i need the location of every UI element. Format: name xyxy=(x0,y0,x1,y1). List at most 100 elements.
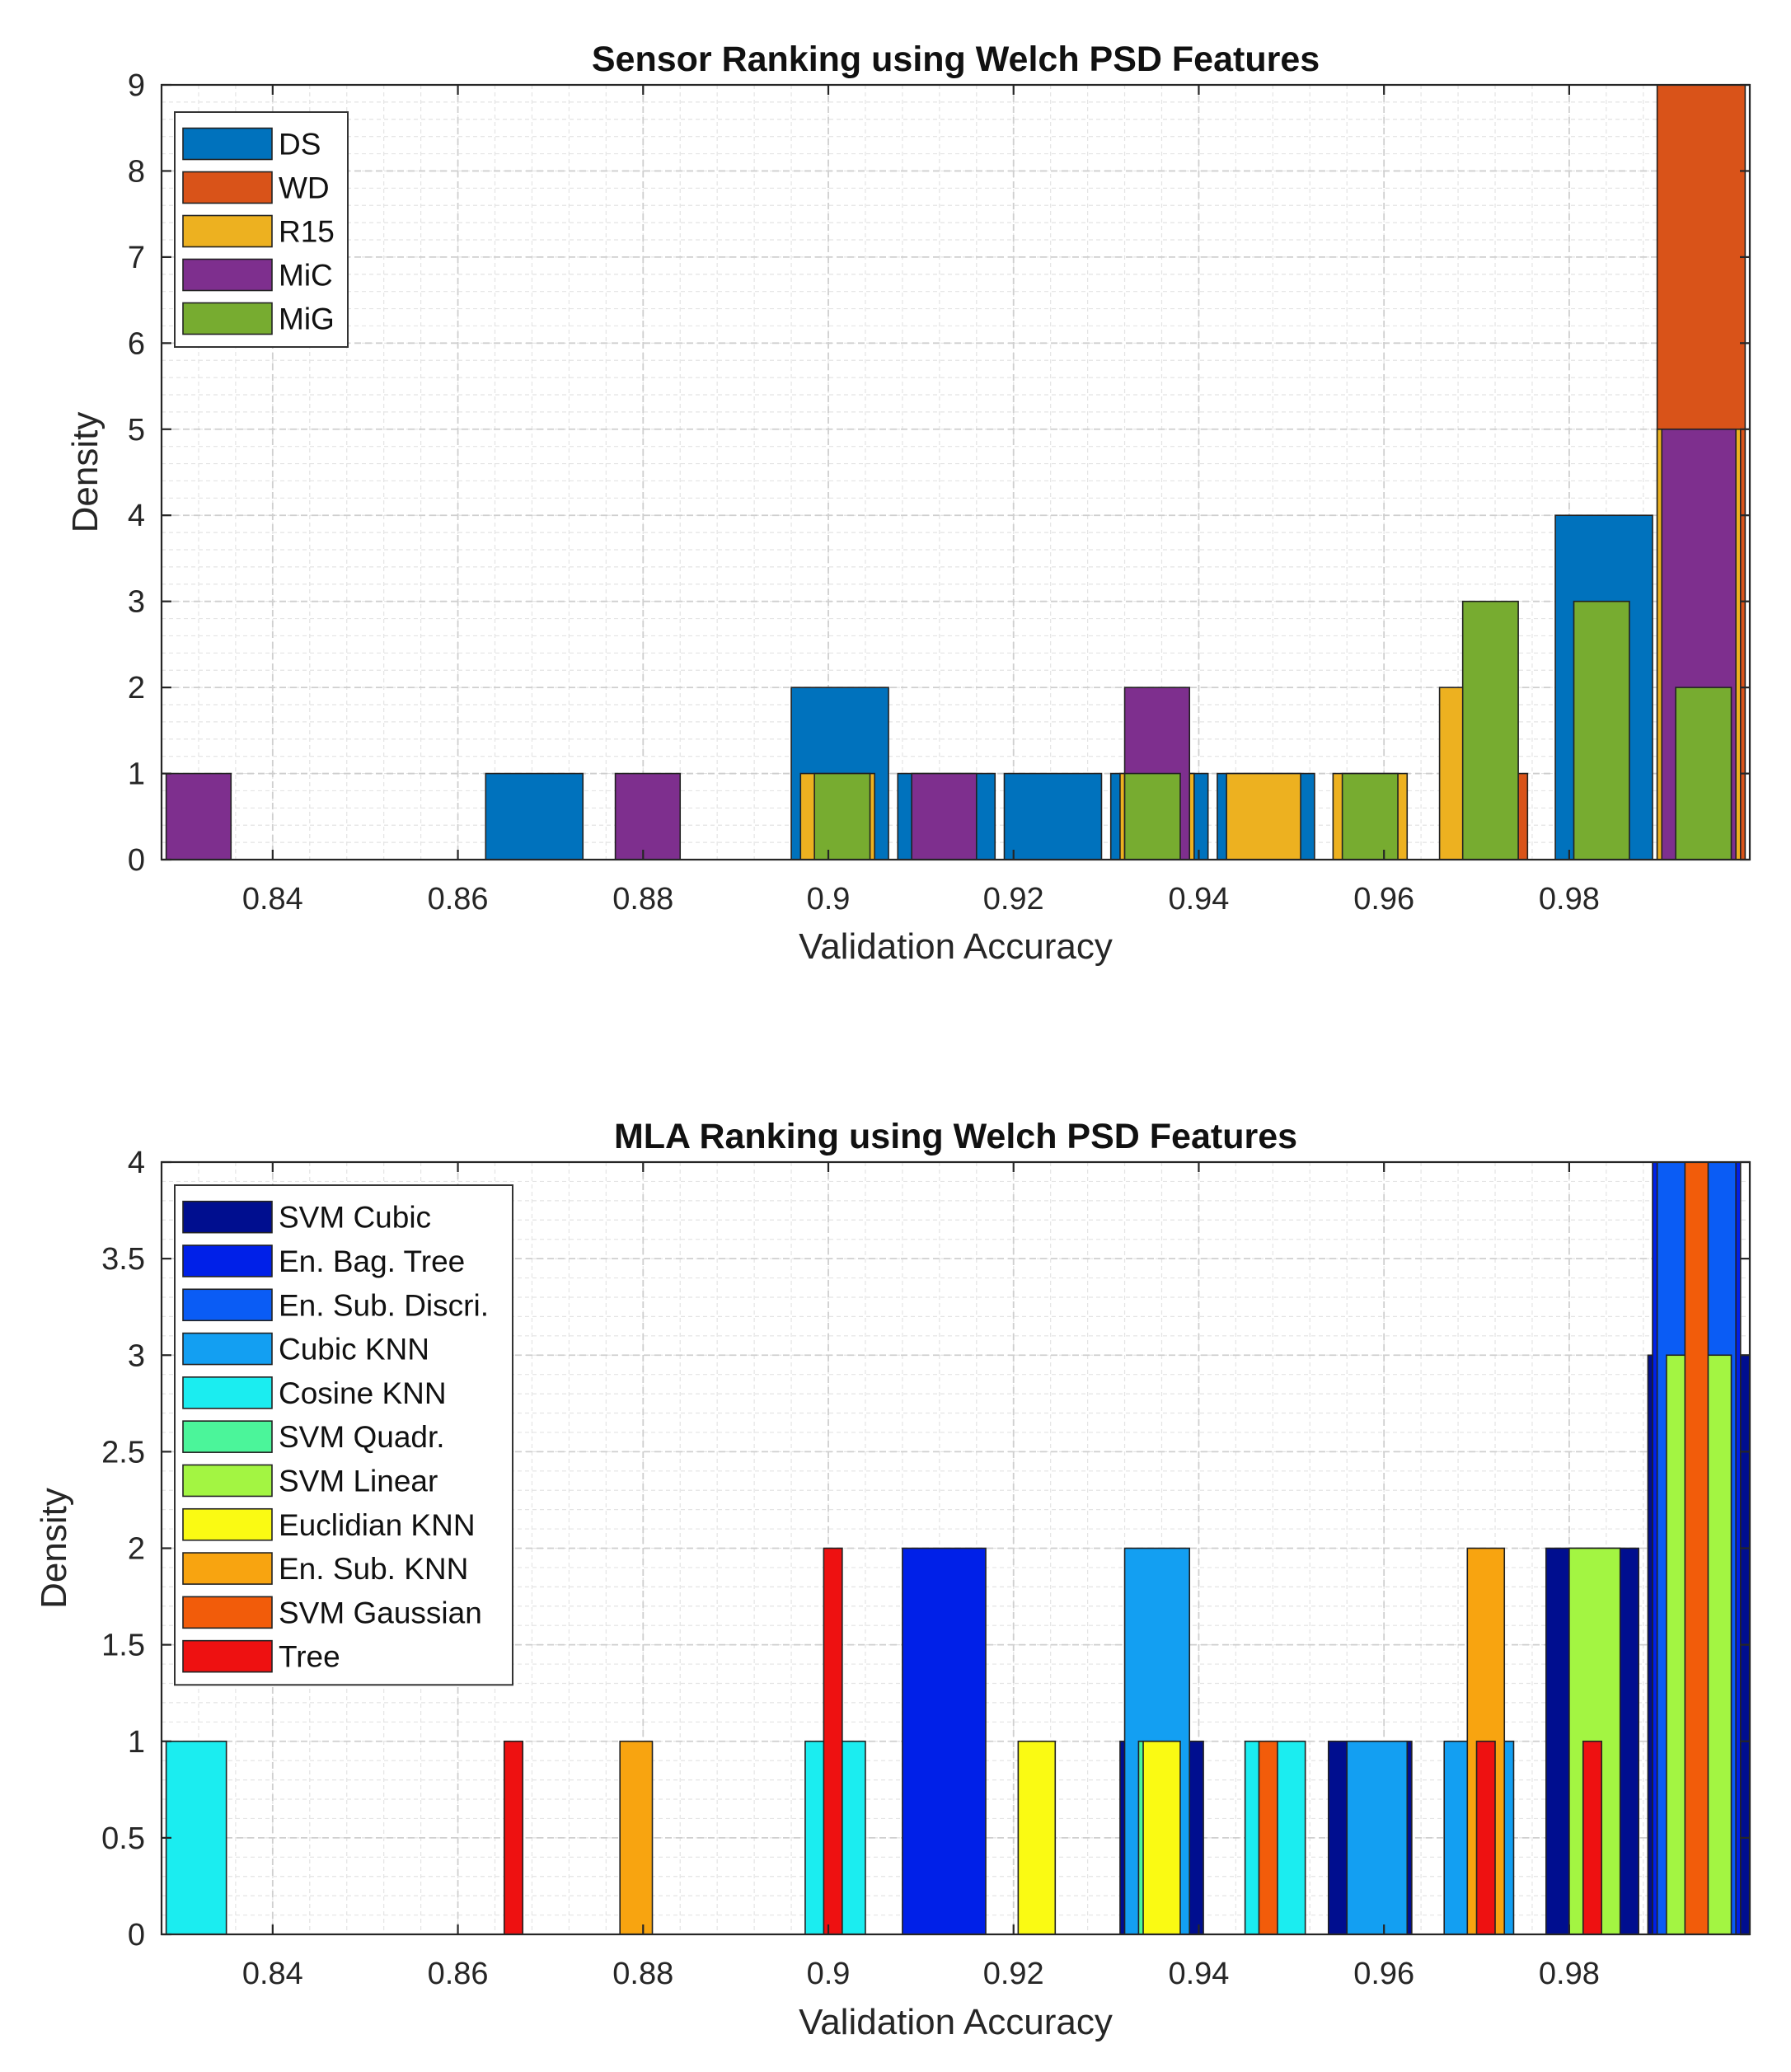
x-tick-label: 0.98 xyxy=(1539,1957,1600,1991)
sensor-legend-item-ds: DS xyxy=(182,127,321,162)
mla-legend-item-svm-gaussian: SVM Gaussian xyxy=(182,1596,482,1629)
mla-legend-label: En. Sub. KNN xyxy=(279,1552,468,1586)
sensor-bar-r15 xyxy=(1226,772,1301,860)
sensor-series-mig xyxy=(813,600,1732,860)
mla-legend-swatch xyxy=(182,1552,273,1585)
sensor-legend-item-wd: WD xyxy=(182,171,330,205)
mla-legend-label: En. Sub. Discri. xyxy=(279,1288,489,1322)
y-tick-label: 5 xyxy=(128,413,145,448)
sensor-legend-swatch xyxy=(182,214,273,248)
mla-legend-swatch xyxy=(182,1200,273,1234)
mla-bar-euclidian-knn xyxy=(1017,1740,1057,1935)
x-tick-label: 0.92 xyxy=(983,1957,1044,1991)
mla-bar-svm-gaussian xyxy=(1258,1740,1278,1935)
sensor-bar-mic xyxy=(614,772,682,860)
mla-legend-swatch xyxy=(182,1639,273,1673)
mla-legend-label: Cosine KNN xyxy=(279,1376,447,1410)
mla-ticks: 0.84 0.86 0.88 0.9 0.92 0.94 0.96 0.98 0 0.5 1 1.5 2… xyxy=(101,1146,1750,1991)
mla-x-axis-label: Validation Accuracy xyxy=(799,2002,1113,2042)
mla-legend-label: Euclidian KNN xyxy=(279,1508,476,1542)
sensor-x-axis-label: Validation Accuracy xyxy=(799,926,1113,967)
sensor-ranking-chart: 0.84 0.86 0.88 0.9 0.92 0.94 0.96 0.98 0 1 2 3 4 5 6 7 8… xyxy=(65,40,1751,967)
mla-bar-cubic-knn xyxy=(1346,1740,1409,1935)
sensor-legend-label: MiC xyxy=(279,259,333,293)
y-tick-label: 3.5 xyxy=(101,1242,145,1277)
sensor-bars xyxy=(165,84,1746,860)
mla-bar-cosine-knn xyxy=(165,1740,227,1935)
x-tick-label: 0.92 xyxy=(983,882,1044,916)
mla-legend-label: SVM Linear xyxy=(279,1464,438,1498)
sensor-bar-ds xyxy=(1003,772,1103,860)
mla-bar-tree xyxy=(823,1547,843,1935)
mla-legend: SVM Cubic En. Bag. Tree En. Sub. Discri. Cu… xyxy=(174,1184,513,1686)
mla-legend-item-svm-linear: SVM Linear xyxy=(182,1464,438,1498)
mla-legend-item-en-sub-knn: En. Sub. KNN xyxy=(182,1552,468,1586)
sensor-bar-mig xyxy=(1461,600,1519,860)
mla-legend-label: SVM Gaussian xyxy=(279,1596,482,1629)
sensor-legend-swatch xyxy=(182,171,273,204)
mla-bar-en-bag-tree xyxy=(902,1547,987,1935)
y-tick-label: 4 xyxy=(128,499,145,533)
sensor-legend-swatch xyxy=(182,302,273,335)
sensor-bar-mic xyxy=(165,772,232,860)
x-tick-label: 0.84 xyxy=(242,1957,303,1991)
mla-bars xyxy=(165,1161,1751,1935)
mla-series-euclidian-knn xyxy=(1017,1740,1181,1935)
y-tick-label: 0.5 xyxy=(101,1821,145,1856)
sensor-legend-label: R15 xyxy=(279,215,335,249)
y-tick-label: 3 xyxy=(128,585,145,620)
mla-bar-tree xyxy=(1475,1740,1496,1935)
mla-legend-item-svm-cubic: SVM Cubic xyxy=(182,1200,431,1235)
sensor-legend-label: DS xyxy=(279,128,321,162)
mla-legend-swatch xyxy=(182,1507,273,1541)
mla-legend-swatch xyxy=(182,1245,273,1277)
x-tick-label: 0.94 xyxy=(1168,1957,1229,1991)
x-tick-label: 0.9 xyxy=(807,882,851,916)
sensor-legend-swatch xyxy=(182,127,273,161)
mla-bar-tree xyxy=(1582,1740,1603,1935)
mla-legend-item-cosine-knn: Cosine KNN xyxy=(182,1376,447,1410)
sensor-legend-swatch xyxy=(182,258,273,292)
sensor-legend-label: MiG xyxy=(279,302,335,336)
mla-legend-label: Cubic KNN xyxy=(279,1333,429,1366)
sensor-legend-label: WD xyxy=(279,171,330,205)
y-tick-label: 8 xyxy=(128,154,145,189)
mla-legend-label: En. Bag. Tree xyxy=(279,1245,465,1278)
y-tick-label: 1 xyxy=(128,757,145,792)
mla-bar-euclidian-knn xyxy=(1142,1740,1181,1935)
x-tick-label: 0.96 xyxy=(1353,882,1414,916)
x-tick-label: 0.9 xyxy=(807,1957,851,1991)
sensor-bar-ds xyxy=(485,772,584,860)
mla-legend-swatch xyxy=(182,1332,273,1366)
mla-legend-item-en-bag-tree: En. Bag. Tree xyxy=(182,1245,465,1278)
mla-bar-en-sub-knn xyxy=(619,1740,654,1935)
mla-legend-label: Tree xyxy=(279,1640,340,1674)
sensor-legend: DS WD R15 MiC MiG xyxy=(174,111,349,348)
mla-legend-label: SVM Quadr. xyxy=(279,1420,445,1454)
mla-legend-item-euclidian-knn: Euclidian KNN xyxy=(182,1507,476,1542)
y-tick-label: 6 xyxy=(128,326,145,361)
x-tick-label: 0.98 xyxy=(1539,882,1600,916)
sensor-bar-mig xyxy=(1123,772,1181,860)
sensor-chart-title: Sensor Ranking using Welch PSD Features xyxy=(592,40,1320,79)
mla-legend-swatch xyxy=(182,1376,273,1409)
y-tick-label: 4 xyxy=(128,1146,145,1180)
x-tick-label: 0.86 xyxy=(428,882,489,916)
mla-legend-swatch xyxy=(182,1420,273,1453)
sensor-ticks: 0.84 0.86 0.88 0.9 0.92 0.94 0.96 0.98 0 1 2 3 4 5 6 7 8… xyxy=(128,68,1750,916)
mla-legend-item-svm-quadr: SVM Quadr. xyxy=(182,1420,445,1454)
mla-bar-tree xyxy=(503,1740,524,1935)
y-tick-label: 1 xyxy=(128,1725,145,1760)
sensor-bar-mig xyxy=(1341,772,1399,860)
mla-legend-swatch xyxy=(182,1464,273,1498)
x-tick-label: 0.86 xyxy=(428,1957,489,1991)
x-tick-label: 0.96 xyxy=(1353,1957,1414,1991)
mla-y-axis-label: Density xyxy=(34,1488,74,1609)
sensor-bar-mig xyxy=(1573,600,1630,860)
y-tick-label: 2 xyxy=(128,671,145,706)
y-tick-label: 7 xyxy=(128,241,145,275)
sensor-bar-mig xyxy=(1675,687,1732,860)
sensor-legend-item-r15: R15 xyxy=(182,214,335,249)
mla-series-svm-gaussian xyxy=(1258,1161,1709,1935)
